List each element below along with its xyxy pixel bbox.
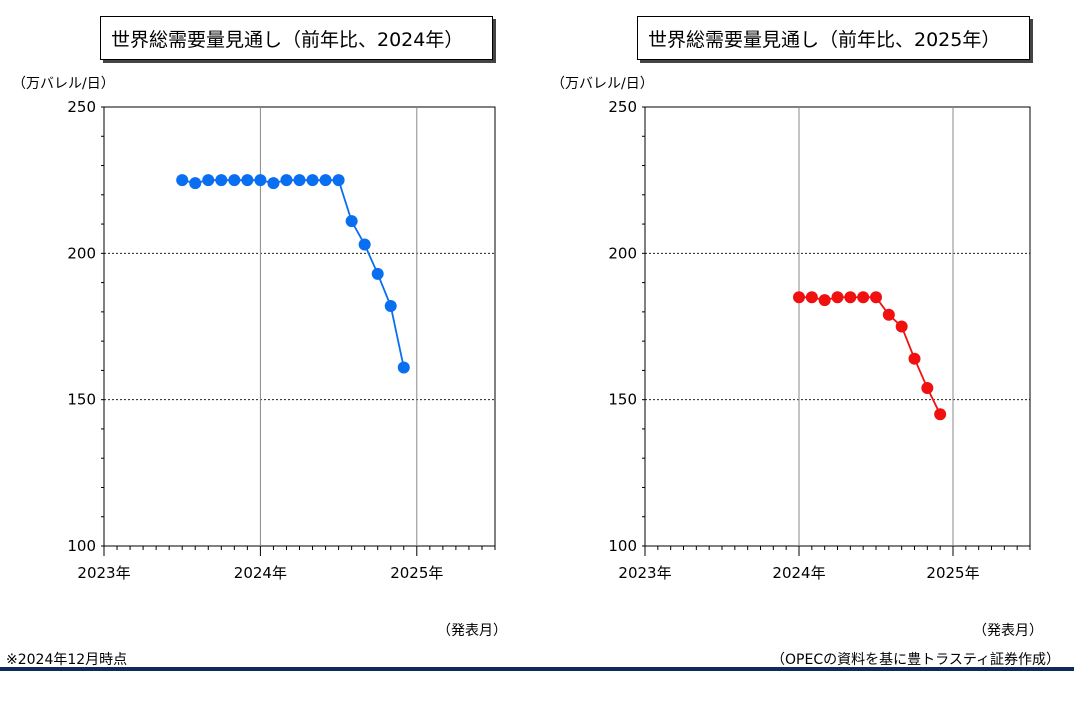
data-point-left (371, 267, 384, 280)
data-point-right (857, 291, 870, 304)
plot-frame-left (103, 106, 496, 547)
chart-title-2025: 世界総需要量見通し（前年比、2025年） (637, 16, 1030, 60)
x-tick-label-right: 2024年 (772, 564, 825, 582)
y-tick-label-left: 200 (67, 244, 96, 262)
data-point-left (306, 174, 319, 187)
x-tick-label-left: 2024年 (234, 564, 287, 582)
data-point-right (921, 381, 934, 394)
data-point-left (215, 174, 228, 187)
x-tick-label-right: 2025年 (926, 564, 979, 582)
data-point-left (202, 174, 215, 187)
y-tick-label-left: 250 (67, 98, 96, 116)
y-tick-label-right: 150 (608, 391, 637, 409)
y-unit-label-right: （万バレル/日） (551, 76, 654, 92)
data-point-right (805, 291, 818, 304)
x-axis-label-left: （発表月） (437, 623, 507, 639)
x-tick-label-left: 2025年 (390, 564, 443, 582)
y-unit-label-left: （万バレル/日） (12, 76, 115, 92)
data-point-left (384, 300, 397, 313)
y-tick-label-left: 150 (67, 391, 96, 409)
data-point-left (267, 177, 280, 190)
data-point-right (831, 291, 844, 304)
data-point-right (793, 291, 805, 304)
data-point-right (895, 320, 908, 333)
data-point-right (818, 294, 831, 307)
series-line-left (182, 179, 405, 368)
data-point-right (870, 291, 882, 304)
data-point-left (241, 174, 254, 187)
data-point-right (908, 352, 921, 365)
data-point-left (280, 174, 293, 187)
y-tick-label-right: 200 (608, 244, 637, 262)
x-tick-label-left: 2023年 (77, 564, 130, 582)
data-point-left (189, 177, 202, 190)
x-tick-label-right: 2023年 (618, 564, 671, 582)
footnote: ※2024年12月時点 (6, 652, 128, 668)
data-point-right (934, 408, 947, 421)
plot-frame-right (644, 106, 1031, 547)
y-tick-label-right: 250 (608, 98, 637, 116)
data-point-left (397, 361, 410, 374)
data-point-left (228, 174, 241, 187)
data-point-left (345, 215, 358, 228)
data-point-right (882, 308, 895, 321)
data-point-left (332, 174, 345, 187)
data-point-left (358, 238, 371, 251)
data-point-left (293, 174, 306, 187)
bottom-divider (0, 667, 1074, 671)
data-point-left (254, 174, 267, 187)
chart-title-2024: 世界総需要量見通し（前年比、2024年） (100, 16, 493, 60)
x-axis-label-right: （発表月） (973, 623, 1043, 639)
y-tick-label-left: 100 (67, 537, 96, 555)
source-note: （OPECの資料を基に豊トラスティ証券作成） (771, 652, 1060, 668)
data-point-left (176, 174, 189, 187)
data-point-left (319, 174, 332, 187)
data-point-right (844, 291, 857, 304)
y-tick-label-right: 100 (608, 537, 637, 555)
